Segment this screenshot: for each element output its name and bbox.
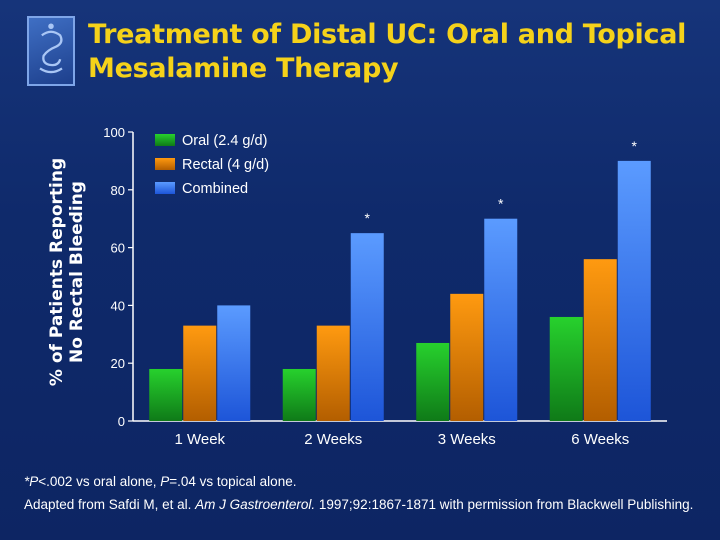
footnote-source: Adapted from Safdi M, et al. Am J Gastro… — [24, 496, 704, 513]
bar-rectal — [183, 325, 217, 421]
legend-swatch — [155, 134, 175, 146]
footnote-p-symbol-1: *P — [24, 474, 39, 489]
x-tick-label: 6 Weeks — [571, 431, 629, 448]
bar-oral — [149, 368, 183, 421]
bar-combined — [217, 305, 251, 421]
source-text-1: Adapted from Safdi M, et al. — [24, 497, 196, 512]
significance-asterisk: * — [365, 210, 371, 226]
bar-rectal — [450, 293, 484, 421]
bar-combined — [617, 160, 651, 421]
legend-label: Rectal (4 g/d) — [182, 157, 269, 173]
bar-oral — [282, 368, 316, 421]
y-tick-label: 20 — [111, 356, 125, 371]
y-tick-label: 100 — [103, 125, 125, 140]
bar-combined — [350, 233, 384, 421]
y-tick-label: 0 — [118, 414, 125, 429]
bar-oral — [416, 342, 450, 421]
significance-asterisk: * — [632, 138, 638, 154]
digestive-tract-icon — [39, 23, 63, 74]
source-journal: Am J Gastroenterol. — [195, 497, 316, 512]
title-line-2: Mesalamine Therapy — [88, 53, 399, 84]
footnote-text-1: <.002 vs oral alone, — [38, 474, 161, 489]
y-tick-label: 40 — [111, 298, 125, 313]
y-tick-label: 80 — [111, 183, 125, 198]
x-tick-label: 3 Weeks — [438, 431, 496, 448]
bar-combined — [484, 218, 518, 421]
source-text-2: 1997;92:1867-1871 with permission from B… — [315, 497, 694, 512]
title-line-1: Treatment of Distal UC: Oral and Topical — [88, 19, 687, 50]
legend-label: Oral (2.4 g/d) — [182, 133, 267, 149]
footnote-text-2: =.04 vs topical alone. — [169, 474, 297, 489]
legend-label: Combined — [182, 181, 248, 197]
logo — [27, 16, 75, 86]
legend-swatch — [155, 158, 175, 170]
x-tick-label: 2 Weeks — [304, 431, 362, 448]
significance-asterisk: * — [498, 196, 504, 212]
x-tick-label: 1 Week — [174, 431, 225, 448]
bar-rectal — [316, 325, 350, 421]
y-tick-label: 60 — [111, 241, 125, 256]
footnote-p-symbol-2: P — [160, 474, 170, 489]
bar-oral — [549, 316, 583, 421]
slide-title: Treatment of Distal UC: Oral and Topical… — [88, 18, 708, 86]
bar-rectal — [583, 259, 617, 421]
legend-swatch — [155, 182, 175, 194]
footnote-significance: *P<.002 vs oral alone, P=.04 vs topical … — [24, 473, 704, 490]
